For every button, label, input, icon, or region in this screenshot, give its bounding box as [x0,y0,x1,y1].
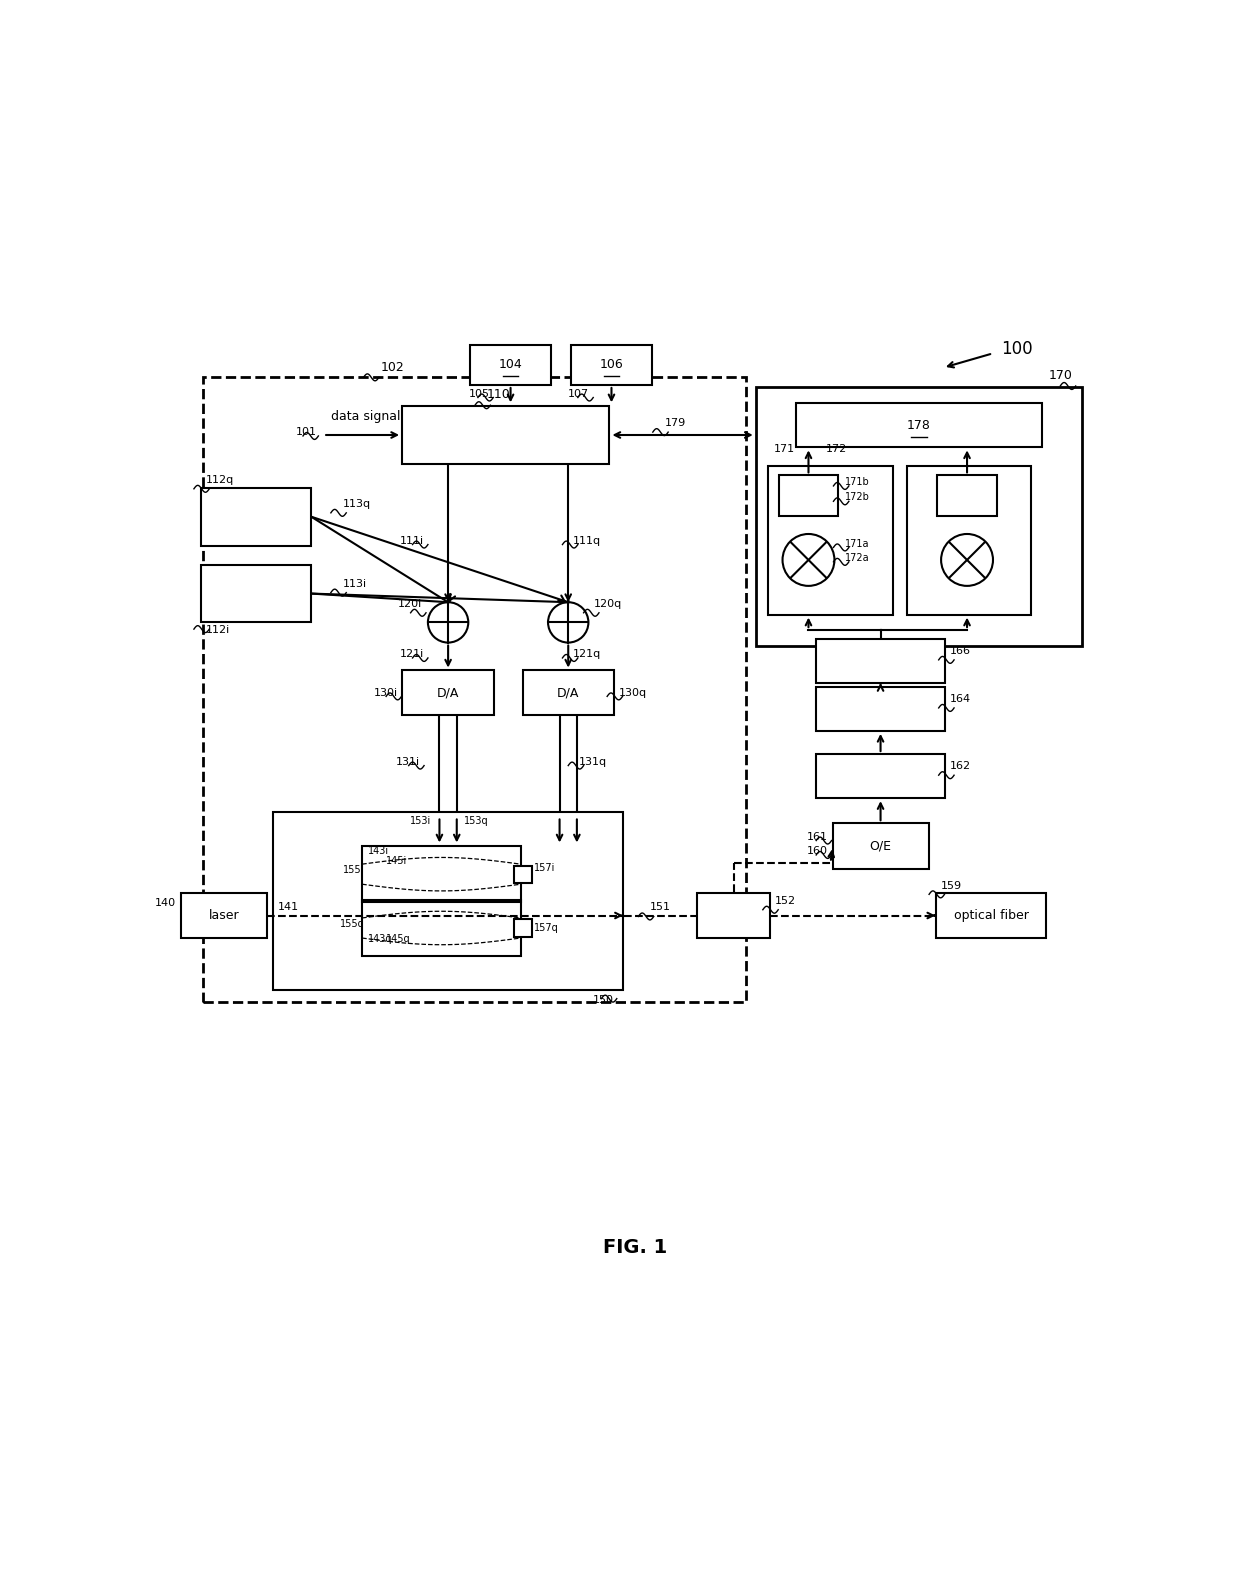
Text: 130q: 130q [619,688,647,698]
Bar [816,639,945,684]
Bar [181,893,268,937]
Bar [779,476,838,515]
Bar [937,476,997,515]
Bar [755,387,1083,646]
Bar [522,671,614,715]
Text: +: + [563,616,574,628]
Text: D/A: D/A [557,687,579,699]
Text: 105: 105 [469,389,490,398]
Bar [816,687,945,731]
Text: 111i: 111i [401,536,424,545]
Text: 152: 152 [774,896,796,906]
Text: 120i: 120i [398,598,422,610]
Text: 112q: 112q [206,476,233,485]
Text: 121i: 121i [399,649,424,658]
Bar [816,754,945,799]
Text: laser: laser [208,909,239,921]
Text: 113q: 113q [342,499,371,509]
Bar [403,406,609,463]
Bar [362,846,521,902]
Text: 164: 164 [950,695,971,704]
Text: D/A: D/A [436,687,459,699]
Text: 107: 107 [568,389,589,398]
Text: 172a: 172a [844,553,869,562]
Text: 143q: 143q [368,934,393,943]
Text: 155i: 155i [343,865,365,876]
Bar [403,671,494,715]
Bar [201,488,311,545]
Text: 160: 160 [807,846,828,857]
Text: 140: 140 [155,898,176,907]
Text: 166: 166 [950,646,971,657]
Text: 100: 100 [1001,340,1033,358]
Bar [832,824,929,869]
Text: 131q: 131q [579,756,606,767]
Text: 111q: 111q [573,536,601,545]
Text: 106: 106 [600,359,624,372]
Text: +: + [443,616,454,628]
Text: 151: 151 [650,901,671,912]
Text: 157q: 157q [533,923,558,932]
Text: 102: 102 [381,361,404,375]
Text: data signal: data signal [331,411,401,424]
Text: 172b: 172b [844,493,870,502]
Bar [470,345,552,384]
Bar [515,866,532,884]
Text: 171: 171 [774,444,795,455]
Text: 153q: 153q [465,816,489,827]
Bar [203,378,746,1002]
Text: 112i: 112i [206,625,229,635]
Text: 120q: 120q [594,598,622,610]
Text: 157i: 157i [533,863,556,874]
Text: 101: 101 [295,427,316,438]
Text: 179: 179 [665,419,686,428]
Bar [697,893,770,937]
Bar [570,345,652,384]
Text: 130i: 130i [373,688,398,698]
Text: 162: 162 [950,761,971,772]
Text: 155q: 155q [340,920,365,929]
Text: 145q: 145q [386,934,410,943]
Text: 150: 150 [593,995,614,1005]
Text: 104: 104 [498,359,522,372]
Bar [362,901,521,956]
Text: 161: 161 [807,832,828,841]
Text: 110: 110 [486,389,511,402]
Text: 172: 172 [826,444,847,455]
Bar [768,466,893,614]
Text: 145i: 145i [386,857,407,866]
Text: optical fiber: optical fiber [954,909,1028,921]
Text: 170: 170 [1049,369,1073,383]
Bar [515,920,532,937]
Text: 171a: 171a [844,539,869,548]
Bar [906,466,1032,614]
Text: 171b: 171b [844,477,869,487]
Bar [796,403,1042,447]
Bar [936,893,1047,937]
Text: 131i: 131i [396,756,420,767]
Text: 121q: 121q [573,649,601,658]
Text: 143i: 143i [368,846,389,855]
Text: 159: 159 [941,880,962,890]
Bar [201,565,311,622]
Text: FIG. 1: FIG. 1 [604,1238,667,1257]
Text: 141: 141 [278,901,299,912]
Bar [273,813,624,991]
Text: 153i: 153i [409,816,430,827]
Text: 113i: 113i [342,578,367,589]
Text: 178: 178 [906,419,931,432]
Text: O/E: O/E [869,839,892,852]
